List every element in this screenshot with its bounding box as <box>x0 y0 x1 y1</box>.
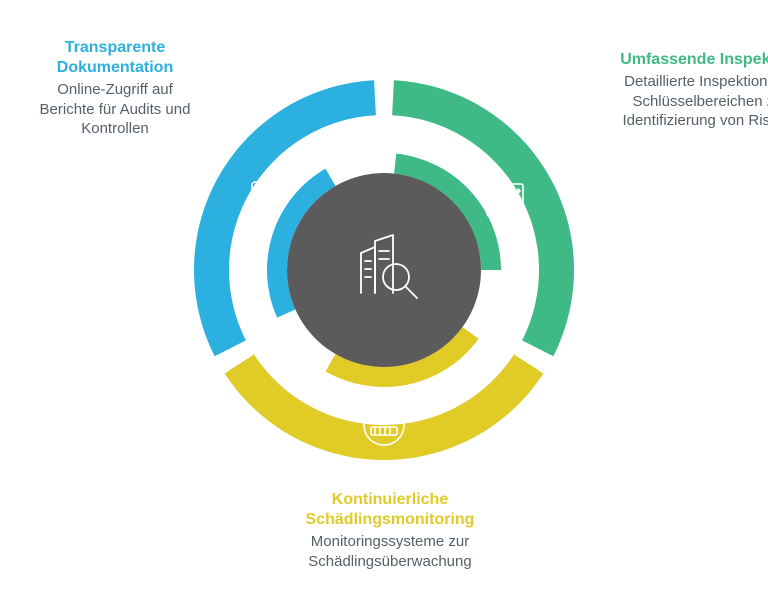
label-title: Transparente Dokumentation <box>30 38 200 78</box>
label-title: Umfassende Inspektion <box>620 50 768 70</box>
tablet-hand-icon <box>244 178 288 222</box>
label-desc: Detaillierte Inspektion von Schlüsselber… <box>620 72 768 131</box>
shelves-icon <box>362 403 406 447</box>
label-desc: Monitoringssysteme zur Schädlingsüberwac… <box>270 532 510 571</box>
label-desc: Online-Zugriff auf Berichte für Audits u… <box>30 80 200 139</box>
label-monitoring: Kontinuierliche Schädlingsmonitoring Mon… <box>270 490 510 571</box>
label-inspection: Umfassende Inspektion Detaillierte Inspe… <box>620 50 768 131</box>
checklist-house-icon <box>483 178 527 222</box>
label-documentation: Transparente Dokumentation Online-Zugrif… <box>30 38 200 139</box>
label-title: Kontinuierliche Schädlingsmonitoring <box>270 490 510 530</box>
building-magnify-icon <box>340 226 428 314</box>
